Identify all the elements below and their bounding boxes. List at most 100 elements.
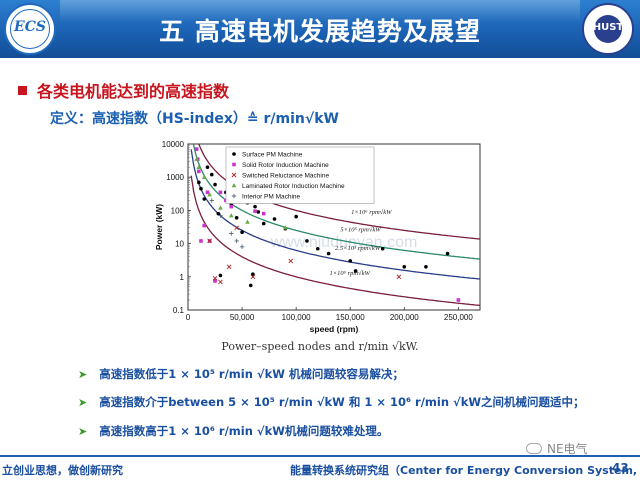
x-axis-label: speed (rpm) bbox=[310, 324, 359, 334]
data-point bbox=[196, 164, 202, 170]
data-point bbox=[251, 272, 255, 276]
data-point bbox=[213, 279, 217, 283]
footer-divider bbox=[0, 455, 640, 457]
data-point bbox=[272, 217, 277, 221]
data-point bbox=[253, 204, 257, 209]
legend-entry: Laminated Rotor Induction Machine bbox=[242, 183, 345, 190]
data-point bbox=[231, 172, 237, 178]
university-logo: HUST bbox=[582, 3, 634, 55]
hs-index-curve bbox=[190, 149, 480, 280]
definition-text: 定义：高速指数（HS-index）≙ r/min√kW bbox=[50, 111, 339, 127]
cecs-logo: ECS bbox=[4, 3, 56, 55]
data-point bbox=[348, 259, 353, 263]
data-point bbox=[207, 238, 212, 244]
data-point bbox=[261, 211, 266, 216]
y-tick-label: 0.1 bbox=[173, 306, 185, 315]
data-point bbox=[261, 221, 266, 226]
x-tick-label: 200,000 bbox=[390, 313, 419, 322]
data-point bbox=[202, 223, 207, 228]
section-heading-text: 各类电机能达到的高速指数 bbox=[37, 82, 230, 101]
data-point bbox=[240, 230, 244, 235]
data-point bbox=[326, 251, 331, 256]
data-point bbox=[218, 279, 223, 285]
data-point bbox=[231, 183, 237, 188]
wechat-icon bbox=[526, 443, 542, 454]
data-point bbox=[212, 276, 218, 281]
data-point bbox=[205, 165, 210, 170]
data-point bbox=[250, 274, 256, 280]
data-point bbox=[380, 246, 385, 251]
hs-index-curve-label: 1×10⁵ rpm√kW bbox=[330, 269, 371, 277]
watermark-brand-text: NE电气 bbox=[547, 442, 588, 456]
bullet-item: ➤ 高速指数介于between 5 × 10⁵ r/min √kW 和 1 × … bbox=[78, 394, 585, 410]
data-point bbox=[194, 156, 199, 161]
data-point bbox=[231, 193, 237, 199]
hs-index-curve bbox=[192, 144, 480, 260]
square-bullet-icon bbox=[18, 85, 27, 95]
y-tick-label: 1 bbox=[180, 273, 185, 282]
data-point bbox=[256, 210, 261, 214]
data-point bbox=[234, 238, 239, 244]
data-point bbox=[229, 231, 234, 236]
data-point bbox=[424, 265, 428, 269]
y-axis-label: Power (kW) bbox=[154, 204, 164, 250]
data-point bbox=[229, 204, 234, 209]
x-tick-label: 150,000 bbox=[336, 313, 365, 322]
data-point bbox=[232, 152, 236, 156]
data-point bbox=[283, 225, 288, 230]
data-point bbox=[245, 219, 250, 224]
data-point bbox=[402, 265, 407, 269]
data-point bbox=[239, 244, 245, 250]
header-shine bbox=[60, 0, 580, 22]
data-point bbox=[396, 274, 402, 280]
data-point bbox=[218, 190, 223, 195]
bullet-text: 高速指数介于between 5 × 10⁵ r/min √kW 和 1 × 10… bbox=[99, 395, 585, 409]
data-point bbox=[226, 264, 232, 270]
data-point bbox=[218, 205, 223, 210]
data-point bbox=[288, 258, 294, 264]
logo-ring bbox=[10, 9, 50, 49]
footer-motto: 立创业思想，做创新研究 bbox=[2, 464, 123, 477]
chart-caption: Power–speed nodes and r/min √kW. bbox=[221, 340, 419, 353]
data-point bbox=[248, 283, 253, 288]
data-point bbox=[216, 211, 221, 216]
legend-entry: Surface PM Machine bbox=[242, 152, 303, 159]
data-point bbox=[207, 192, 212, 197]
hs-index-curve-label: 5×10⁵ rpm√kW bbox=[340, 225, 381, 233]
data-point bbox=[201, 174, 207, 179]
data-point bbox=[199, 186, 203, 191]
data-point bbox=[197, 180, 201, 185]
data-point bbox=[202, 197, 207, 201]
arrow-bullet-icon: ➤ bbox=[78, 367, 88, 381]
watermark-brand: NE电气 bbox=[526, 440, 588, 457]
data-point bbox=[194, 147, 199, 151]
y-tick-label: 10 bbox=[175, 240, 184, 249]
bullet-text: 高速指数高于1 × 10⁶ r/min √kW机械问题较难处理。 bbox=[99, 424, 389, 438]
arrow-bullet-icon: ➤ bbox=[78, 424, 88, 438]
data-point bbox=[234, 225, 239, 231]
data-point bbox=[456, 298, 461, 302]
data-point bbox=[305, 239, 309, 243]
hs-index-curve bbox=[190, 175, 480, 307]
footer-group-name: 能量转换系统研究组（Center for Energy Conversion S… bbox=[290, 464, 638, 477]
data-point bbox=[197, 169, 201, 174]
data-point bbox=[353, 269, 358, 273]
logo-inner bbox=[594, 15, 622, 43]
logo-right-mark: HUST bbox=[592, 22, 624, 33]
data-point bbox=[218, 273, 223, 278]
x-tick-label: 100,000 bbox=[282, 313, 311, 322]
y-tick-label: 10000 bbox=[162, 140, 185, 149]
hs-index-curve-label: 1×10⁶ rpm√kW bbox=[351, 208, 392, 216]
x-tick-label: 50,000 bbox=[230, 313, 255, 322]
bullet-item: ➤ 高速指数低于1 × 10⁵ r/min √kW 机械问题较容易解决； bbox=[78, 366, 404, 382]
bullet-text: 高速指数低于1 × 10⁵ r/min √kW 机械问题较容易解决； bbox=[99, 367, 404, 381]
section-heading: 各类电机能达到的高速指数 bbox=[18, 78, 229, 102]
y-tick-label: 1000 bbox=[166, 173, 184, 182]
logo-left-mark: ECS bbox=[14, 19, 46, 35]
bullet-item: ➤ 高速指数高于1 × 10⁶ r/min √kW机械问题较难处理。 bbox=[78, 423, 388, 439]
data-point bbox=[199, 239, 203, 243]
data-point bbox=[209, 172, 214, 177]
legend-box bbox=[225, 146, 375, 204]
legend-entry: Interior PM Machine bbox=[242, 194, 301, 201]
